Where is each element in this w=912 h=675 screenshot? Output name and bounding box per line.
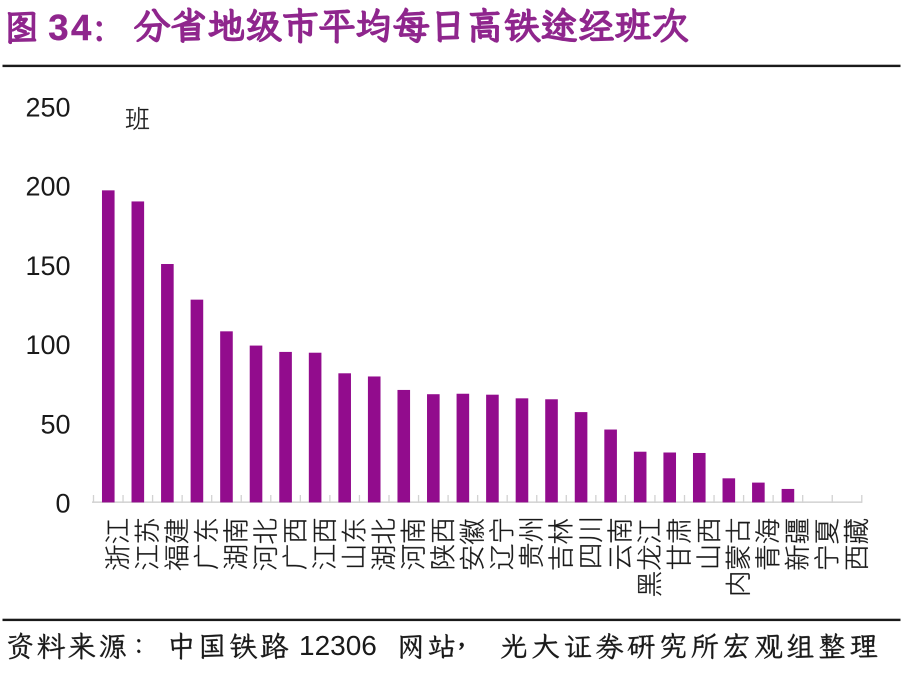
svg-text:250: 250: [25, 92, 70, 122]
svg-text:150: 150: [25, 251, 70, 281]
svg-text:100: 100: [25, 330, 70, 360]
svg-text:200: 200: [25, 172, 70, 202]
svg-text:34: 34: [48, 7, 94, 48]
svg-text:0: 0: [55, 489, 70, 519]
svg-text:12306: 12306: [299, 630, 377, 661]
svg-text:50: 50: [40, 409, 70, 439]
